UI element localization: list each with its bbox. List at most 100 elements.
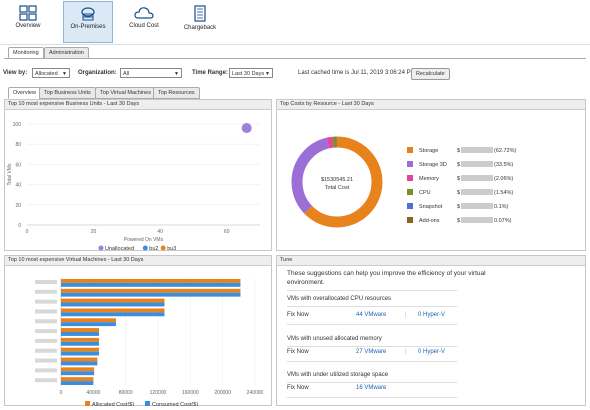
legend-value-prefix: $ (457, 148, 460, 154)
legend-value-prefix: $ (457, 176, 460, 182)
organization-value: All (123, 71, 130, 77)
data-point (241, 123, 252, 134)
tab-top-resources[interactable]: Top Resources (153, 87, 200, 99)
x-tick-label: 240000 (247, 390, 264, 396)
tune-intro-text: These suggestions can help you improve t… (287, 270, 486, 286)
time-range-select[interactable]: Last 30 Days ▼ (229, 68, 273, 78)
bar-allocated (61, 347, 99, 352)
tune-divider (287, 382, 457, 383)
bar-allocated (61, 308, 165, 313)
legend-label: Consumed Cost($) (152, 402, 198, 406)
legend-label: Unallocated (105, 246, 134, 251)
y-axis-label: Total VMs (7, 163, 13, 185)
tune-section-title: VMs with unused allocated memory (287, 336, 382, 342)
bar-allocated (61, 377, 94, 382)
redacted-vm-name (35, 348, 57, 353)
legend-swatch (407, 189, 413, 195)
vmware-count-link[interactable]: 44 VMware (356, 312, 387, 318)
business-units-chart: 0 20 40 60 80 100 0 20 40 60 Powered On VMs Total V… (7, 122, 260, 252)
bar-consumed (61, 381, 94, 385)
legend-percent: (33.5%) (494, 162, 513, 168)
redacted-value (461, 147, 493, 153)
x-tick-label: 0 (60, 390, 63, 396)
redacted-vm-name (35, 299, 57, 304)
grid-icon (19, 5, 37, 21)
organization-select[interactable]: All ▼ (120, 68, 182, 78)
bar-allocated (61, 328, 99, 332)
redacted-vm-name (35, 378, 57, 383)
legend-marker (160, 245, 166, 251)
bar-consumed (61, 292, 241, 297)
nav-chargeback-button[interactable]: Chargeback (175, 1, 225, 43)
nav-overview-label: Overview (15, 23, 41, 29)
chevron-down-icon: ▼ (174, 71, 179, 77)
tune-divider (287, 361, 457, 362)
legend-label: Allocated Cost($) (92, 402, 134, 406)
y-tick-label: 40 (15, 183, 21, 189)
recalculate-button[interactable]: Recalculate (411, 68, 450, 80)
tune-divider (287, 290, 457, 291)
legend-marker (142, 245, 148, 251)
donut-slice (291, 136, 383, 228)
y-tick-label: 0 (18, 223, 21, 229)
legend-value-prefix: $ (457, 218, 460, 224)
tab-top-virtual-machines[interactable]: Top Virtual Machines (95, 87, 156, 99)
business-units-panel: Top 10 most expensive Business Units - L… (4, 99, 272, 252)
x-tick-label: 200000 (214, 390, 231, 396)
nav-cloud-cost-button[interactable]: Cloud Cost (119, 1, 169, 43)
legend-value-prefix: $ (457, 162, 460, 168)
donut-slice (291, 136, 383, 228)
tune-row: Fix Now 16 VMware (287, 385, 467, 391)
bar-consumed (61, 371, 95, 376)
hyperv-count-link[interactable]: 0 Hyper-V (418, 349, 446, 355)
chevron-down-icon: ▼ (62, 71, 67, 77)
nav-on-premises-label: On-Premises (70, 24, 106, 30)
legend-label: bu2 (149, 246, 158, 251)
bar-consumed (61, 341, 99, 346)
legend-label: Memory (419, 176, 439, 182)
cost-by-resource-panel: Top Costs by Resource - Last 30 Days $15… (276, 99, 586, 251)
bar-allocated (61, 357, 98, 362)
nav-on-premises-button[interactable]: On-Premises (63, 1, 113, 43)
y-tick-label: 100 (13, 122, 22, 128)
tab-top-business-units[interactable]: Top Business Units (39, 87, 96, 99)
tune-panel-title: Tune (277, 256, 585, 266)
redacted-value (461, 189, 493, 195)
legend-percent: (1.54%) (494, 190, 513, 196)
virtual-machines-chart: 0 40000 80000 120000 160000 200000 240000 Alloc… (35, 278, 264, 408)
bar-consumed (61, 302, 165, 307)
filter-bar: View by: Allocated ▼ Organization: All ▼ T… (0, 67, 590, 81)
redacted-value (461, 175, 493, 181)
x-tick-label: 0 (26, 229, 29, 235)
nav-overview-button[interactable]: Overview (3, 1, 53, 43)
tab-overview[interactable]: Overview (8, 87, 41, 99)
tune-divider (287, 306, 457, 307)
legend-swatch (407, 203, 413, 209)
tune-divider (287, 346, 457, 347)
total-cost-label: Total Cost (325, 185, 350, 191)
x-axis-label: Powered On VMs (124, 237, 164, 243)
legend-swatch (407, 161, 413, 167)
redacted-vm-name (35, 358, 57, 363)
legend-swatch (407, 175, 413, 181)
bar-consumed (61, 361, 98, 366)
view-by-select[interactable]: Allocated ▼ (32, 68, 70, 78)
tune-row: Fix Now 27 VMware | 0 Hyper-V (287, 349, 467, 355)
document-icon (194, 5, 206, 22)
view-by-label: View by: (3, 70, 28, 76)
y-tick-label: 80 (15, 142, 21, 148)
redacted-vm-name (35, 329, 57, 334)
time-range-label: Time Range: (192, 70, 228, 76)
legend-swatch (407, 147, 413, 153)
vmware-count-link[interactable]: 16 VMware (356, 385, 387, 391)
y-tick-label: 20 (15, 203, 21, 209)
bar-allocated (61, 298, 165, 303)
legend-value-prefix: $ (457, 190, 460, 196)
legend-percent: (2.06%) (494, 176, 513, 182)
x-tick-label: 40 (157, 229, 163, 235)
hyperv-count-link[interactable]: 0 Hyper-V (418, 312, 446, 318)
total-cost-value: $1530545.21 (321, 177, 353, 183)
vmware-count-link[interactable]: 27 VMware (356, 349, 387, 355)
x-tick-label: 80000 (119, 390, 133, 396)
bar-consumed (61, 351, 99, 356)
